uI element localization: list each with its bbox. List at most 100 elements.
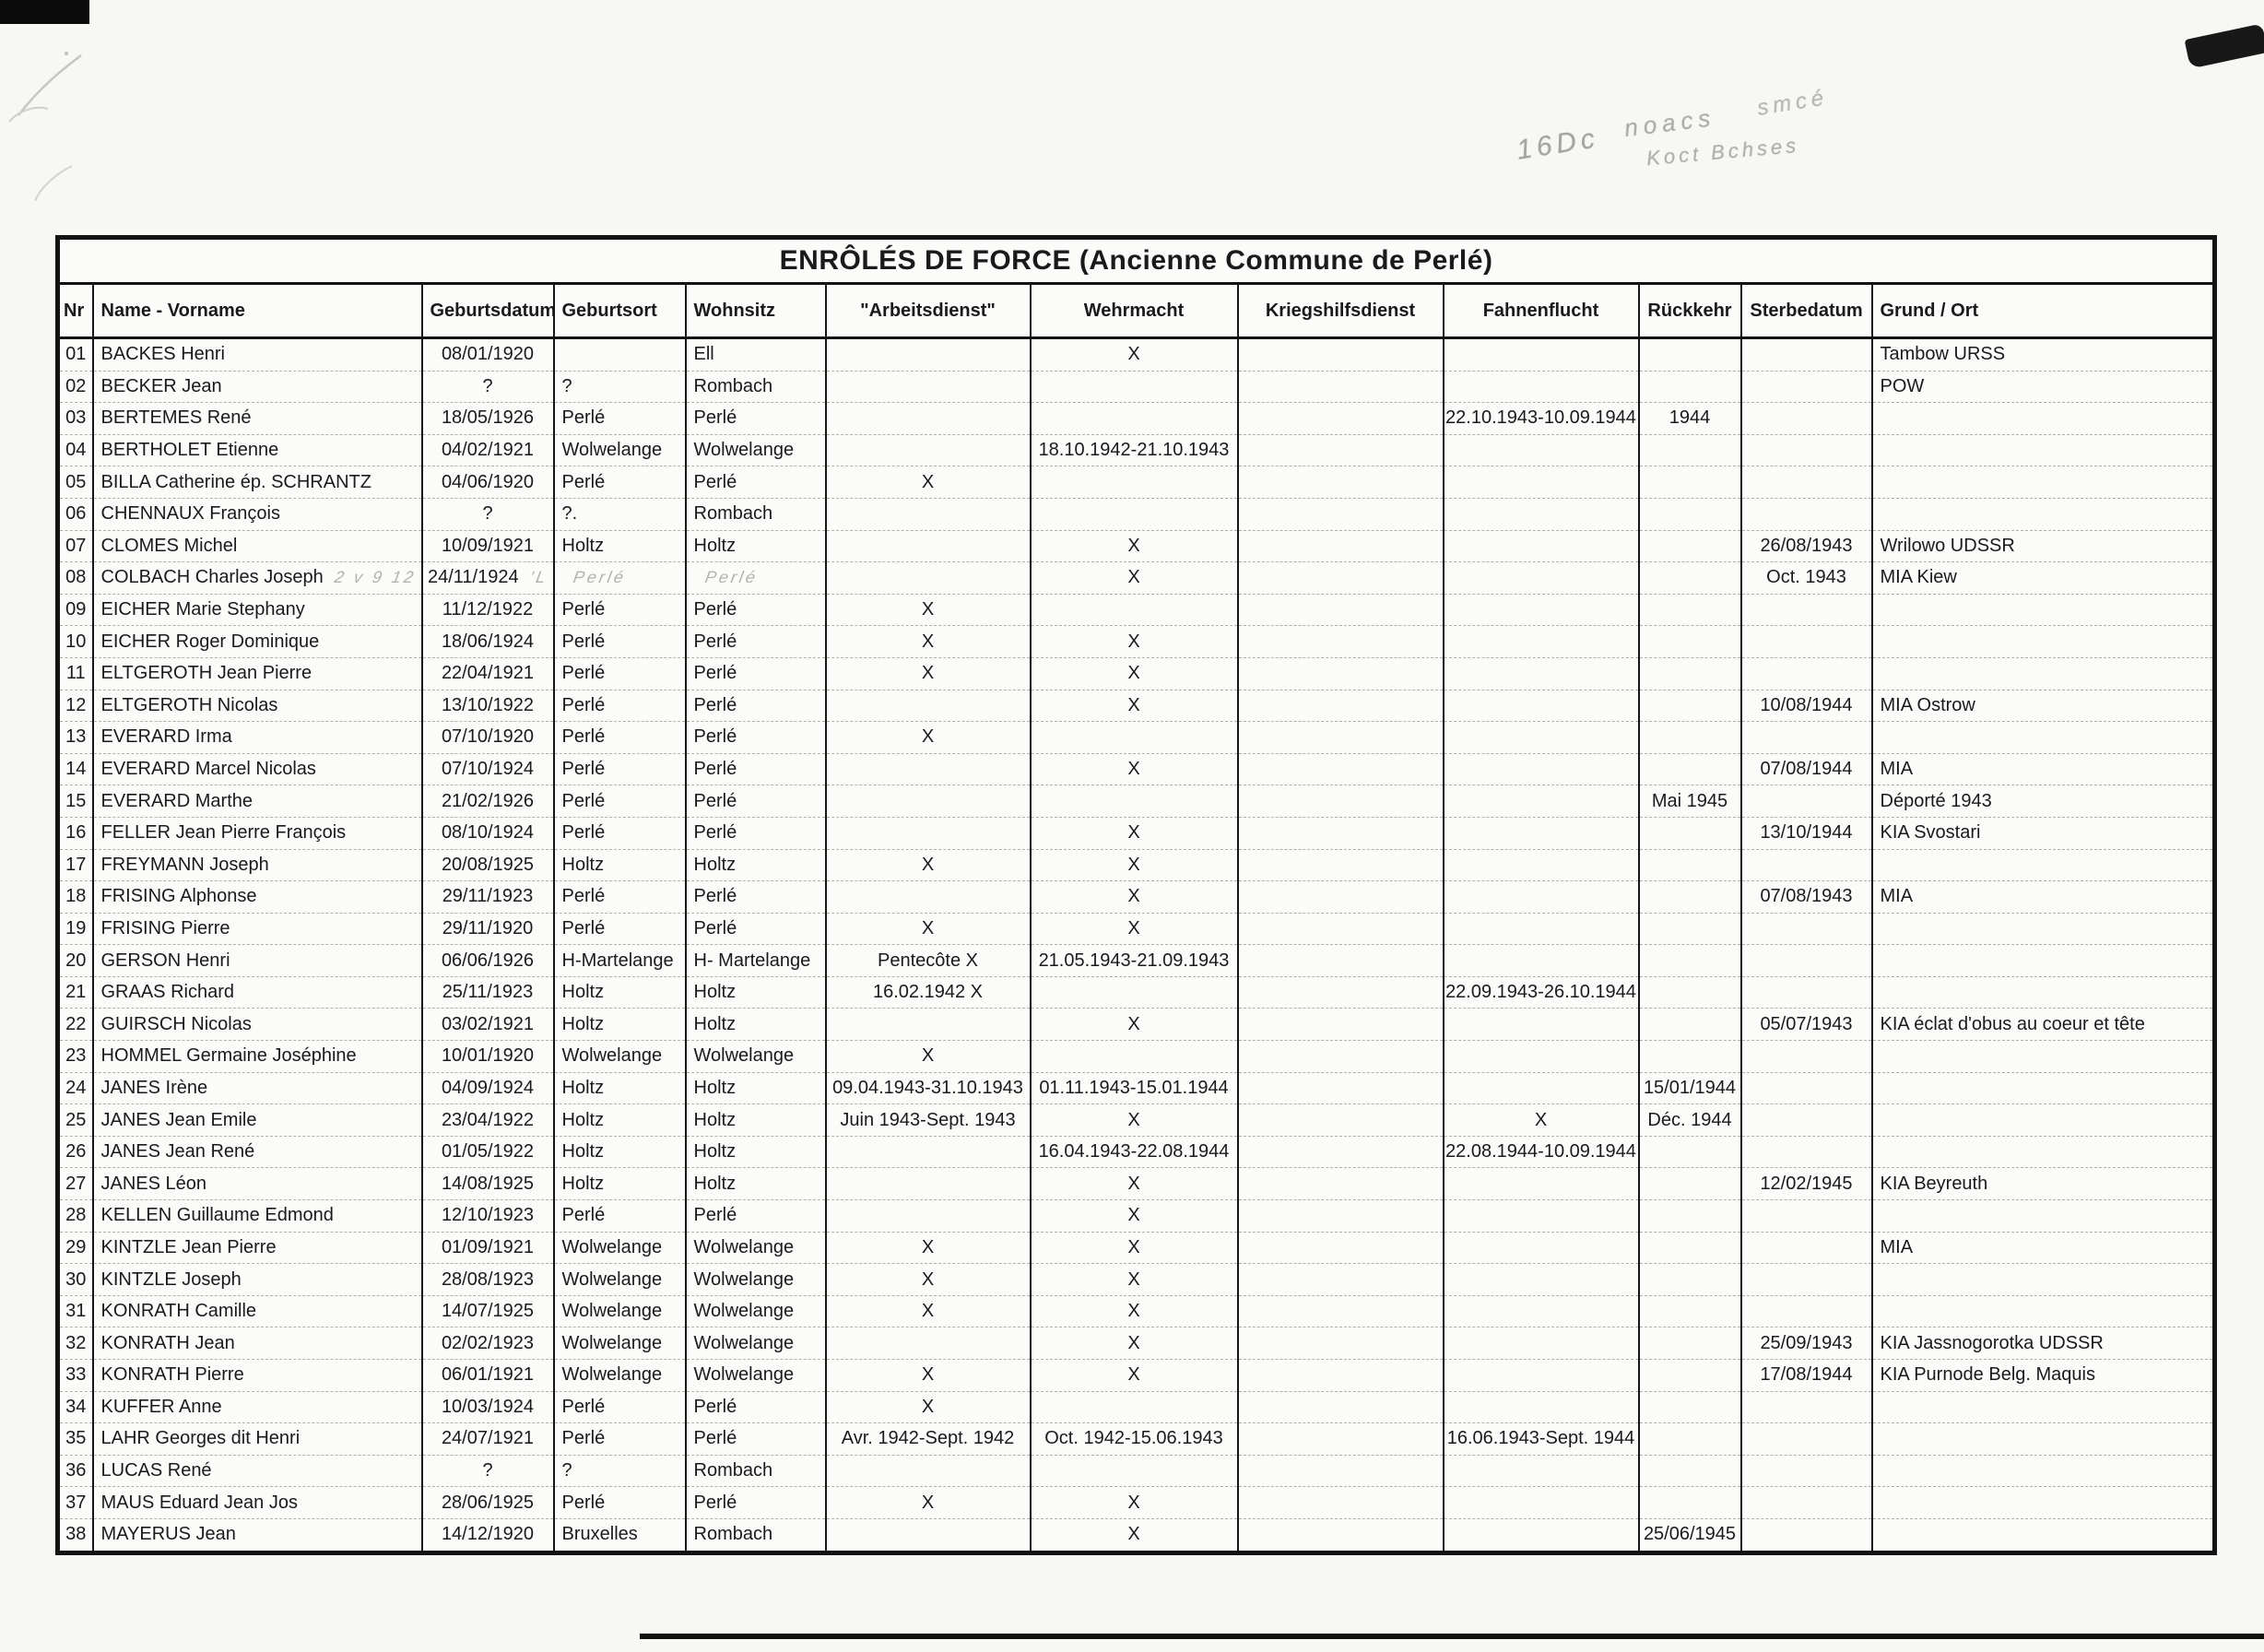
cell-wohnsitz: Perlé xyxy=(685,753,827,786)
cell-text: 22 xyxy=(65,1013,87,1034)
cell-rueckkehr xyxy=(1638,371,1742,404)
cell-kriegshilfsdienst xyxy=(1237,1103,1444,1137)
cell-fahnenflucht xyxy=(1443,1391,1640,1424)
cell-rueckkehr xyxy=(1638,337,1742,372)
cell-nr: 05 xyxy=(57,466,94,499)
cell-geburtsort: Holtz xyxy=(553,1103,687,1137)
cell-arbeitsdienst xyxy=(825,434,1032,467)
column-header-kriegshilfsdienst: Kriegshilfsdienst xyxy=(1237,283,1444,339)
cell-text: LUCAS René xyxy=(100,1460,212,1481)
cell-nr: 22 xyxy=(57,1008,94,1042)
cell-text: Rombach xyxy=(693,375,773,396)
cell-wohnsitz: Perlé xyxy=(685,1422,827,1456)
cell-rueckkehr xyxy=(1638,561,1742,595)
cell-arbeitsdienst: X xyxy=(825,466,1032,499)
table-row: 09 EICHER Marie Stephany 11/12/1922 Perlé Pe… xyxy=(57,594,2215,627)
cell-fahnenflucht xyxy=(1443,657,1640,690)
cell-text: Wolwelange xyxy=(561,440,663,461)
cell-sterbedatum xyxy=(1740,657,1873,690)
cell-rueckkehr xyxy=(1638,1327,1742,1360)
cell-geburtsdatum: 02/02/1923 xyxy=(421,1327,555,1360)
cell-geburtsort: Holtz xyxy=(553,530,687,563)
table-row: 12 ELTGEROTH Nicolas 13/10/1922 Perlé Perlé X… xyxy=(57,690,2215,723)
cell-rueckkehr xyxy=(1638,1199,1742,1233)
cell-wohnsitz: Perlé xyxy=(685,657,827,690)
cell-wehrmacht xyxy=(1030,371,1239,404)
cell-geburtsdatum: 23/04/1922 xyxy=(421,1103,555,1137)
cell-text: 32 xyxy=(65,1332,87,1353)
cell-text: JANES Jean Emile xyxy=(100,1109,257,1130)
cell-geburtsort: H-Martelange xyxy=(553,944,687,977)
cell-sterbedatum xyxy=(1740,402,1873,435)
cell-text: COLBACH Charles Joseph xyxy=(100,567,324,588)
cell-text: 10 xyxy=(65,631,87,652)
cell-text: KONRATH Pierre xyxy=(100,1364,244,1386)
cell-text: Wolwelange xyxy=(693,1045,795,1067)
pencil-annotation: Perlé xyxy=(702,568,760,587)
cell-fahnenflucht xyxy=(1443,1199,1640,1233)
cell-sterbedatum xyxy=(1740,1391,1873,1424)
cell-text: X xyxy=(1127,822,1140,844)
cell-wehrmacht: X xyxy=(1030,657,1239,690)
cell-text: 04/02/1921 xyxy=(441,440,535,461)
table-row: 19 FRISING Pierre 29/11/1920 Perlé Perlé X X xyxy=(57,913,2215,946)
scanner-artifact-bar xyxy=(0,0,89,24)
cell-geburtsort: Wolwelange xyxy=(553,1263,687,1296)
cell-geburtsdatum: 04/02/1921 xyxy=(421,434,555,467)
cell-name: BECKER Jean xyxy=(92,371,423,404)
cell-wehrmacht: 01.11.1943-15.01.1944 xyxy=(1030,1072,1239,1105)
cell-arbeitsdienst: X xyxy=(825,721,1032,754)
cell-text: Rombach xyxy=(693,1524,773,1545)
cell-geburtsort: Perlé xyxy=(553,561,687,595)
cell-geburtsdatum: 07/10/1920 xyxy=(421,721,555,754)
cell-geburtsort: Perlé xyxy=(553,1391,687,1424)
cell-text: MAYERUS Jean xyxy=(100,1524,236,1545)
cell-grund xyxy=(1871,1486,2215,1519)
cell-text: BILLA Catherine ép. SCHRANTZ xyxy=(100,471,371,492)
cell-geburtsort: Holtz xyxy=(553,1008,687,1042)
cell-sterbedatum: 25/09/1943 xyxy=(1740,1327,1873,1360)
cell-text: X xyxy=(1127,344,1140,365)
cell-geburtsdatum: ? xyxy=(421,1455,555,1488)
cell-geburtsdatum: 24/11/1924 'L xyxy=(421,561,555,595)
cell-grund xyxy=(1871,1263,2215,1296)
cell-wehrmacht: X xyxy=(1030,1008,1239,1042)
cell-name: COLBACH Charles Joseph 2 v 9 12 xyxy=(92,561,423,595)
table-row: 22 GUIRSCH Nicolas 03/02/1921 Holtz Holtz X 05… xyxy=(57,1008,2215,1042)
cell-grund xyxy=(1871,498,2215,531)
cell-text: Mai 1945 xyxy=(1651,790,1728,811)
cell-geburtsdatum: 20/08/1925 xyxy=(421,849,555,882)
cell-wohnsitz: Rombach xyxy=(685,1518,827,1553)
cell-name: JANES Léon xyxy=(92,1167,423,1201)
cell-wehrmacht: 16.04.1943-22.08.1944 xyxy=(1030,1136,1239,1169)
cell-text: 02/02/1923 xyxy=(441,1332,535,1353)
cell-text: Holtz xyxy=(561,1141,605,1162)
cell-text: Holtz xyxy=(693,1013,737,1034)
cell-name: KONRATH Pierre xyxy=(92,1359,423,1392)
cell-name: EICHER Marie Stephany xyxy=(92,594,423,627)
cell-text: ? xyxy=(482,375,493,396)
cell-wehrmacht: X xyxy=(1030,880,1239,914)
cell-name: GERSON Henri xyxy=(92,944,423,977)
cell-grund: MIA xyxy=(1871,1232,2215,1265)
cell-nr: 33 xyxy=(57,1359,94,1392)
cell-geburtsort: Perlé xyxy=(553,880,687,914)
cell-wohnsitz: Perlé xyxy=(685,1486,827,1519)
table-row: 20 GERSON Henri 06/06/1926 H-Martelange H- M… xyxy=(57,944,2215,977)
cell-sterbedatum xyxy=(1740,976,1873,1009)
cell-name: KUFFER Anne xyxy=(92,1391,423,1424)
cell-fahnenflucht xyxy=(1443,913,1640,946)
cell-kriegshilfsdienst xyxy=(1237,1263,1444,1296)
cell-geburtsort: Perlé xyxy=(553,1199,687,1233)
cell-text: X xyxy=(1127,631,1140,652)
cell-text: JANES Léon xyxy=(100,1173,207,1194)
cell-arbeitsdienst: Pentecôte X xyxy=(825,944,1032,977)
cell-geburtsort: Perlé xyxy=(553,690,687,723)
cell-text: Perlé xyxy=(693,1205,737,1226)
cell-wohnsitz: Perlé xyxy=(685,913,827,946)
cell-geburtsort: Perlé xyxy=(553,721,687,754)
cell-grund: MIA Ostrow xyxy=(1871,690,2215,723)
cell-kriegshilfsdienst xyxy=(1237,1232,1444,1265)
table-row: 03 BERTEMES René 18/05/1926 Perlé Perlé 22.10… xyxy=(57,402,2215,435)
cell-text: Wolwelange xyxy=(693,1268,795,1290)
